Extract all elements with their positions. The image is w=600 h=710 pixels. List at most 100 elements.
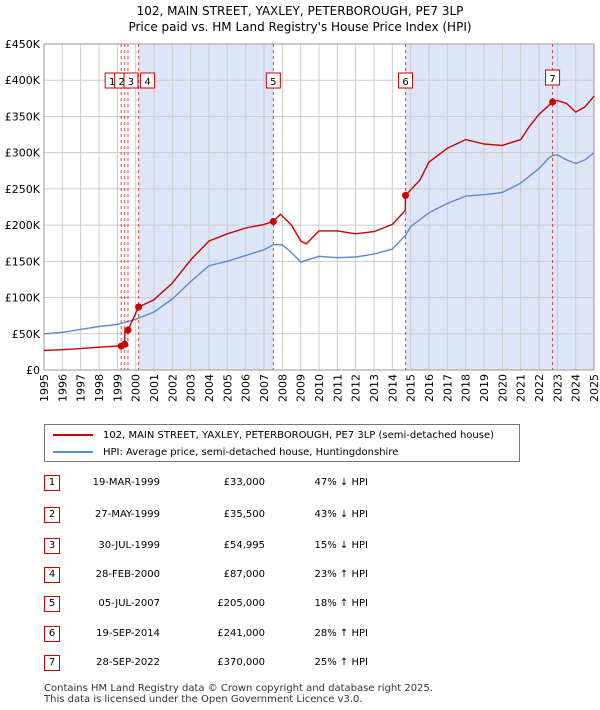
chart-title-line2: Price paid vs. HM Land Registry's House … (128, 20, 472, 34)
sale-marker-badge (265, 72, 281, 89)
sale-marker-label: 3 (128, 77, 134, 88)
sale-point (269, 217, 277, 225)
sale-point (124, 326, 132, 334)
sale-price: £370,000 (217, 657, 265, 668)
sale-point (549, 98, 557, 106)
table-row: 1 19-MAR-1999 £33,000 47% ↓ HPI (0, 475, 600, 493)
sale-hpi-delta: 18% ↑ HPI (314, 598, 368, 609)
hpi-line (43, 152, 595, 335)
sale-date: 19-SEP-2014 (96, 628, 160, 639)
x-tick-label: 2025 (588, 374, 600, 402)
y-tick-label: £300K (5, 147, 41, 160)
x-tick-label: 2018 (460, 374, 473, 402)
x-tick-label: 2002 (166, 374, 179, 402)
x-tick-label: 1996 (56, 374, 69, 402)
y-tick-label: £400K (5, 74, 41, 87)
x-tick-label: 2000 (130, 374, 143, 402)
sale-marker-label: 7 (549, 74, 555, 85)
sale-hpi-delta: 47% ↓ HPI (314, 477, 368, 488)
x-tick-label: 2003 (185, 374, 198, 402)
x-tick-label: 2008 (276, 374, 289, 402)
sale-number-badge: 4 (44, 567, 60, 583)
sale-price: £205,000 (217, 598, 265, 609)
sale-marker-badge (140, 72, 156, 89)
sale-number-badge: 6 (44, 626, 60, 642)
x-tick-label: 1995 (38, 374, 51, 402)
plot-border (43, 43, 595, 371)
x-tick-label: 2004 (203, 374, 216, 402)
sale-number-badge: 3 (44, 538, 60, 554)
x-tick-label: 2019 (478, 374, 491, 402)
x-tick-label: 2020 (496, 374, 509, 402)
x-tick-label: 2021 (515, 374, 528, 402)
x-tick-label: 2022 (533, 374, 546, 402)
y-tick-label: £0 (26, 364, 40, 377)
x-tick-label: 2017 (441, 374, 454, 402)
sale-point (121, 340, 129, 348)
sale-point (135, 303, 143, 311)
sale-point (402, 191, 410, 199)
y-tick-label: £150K (5, 255, 41, 268)
sale-price: £87,000 (223, 569, 265, 580)
sale-date: 05-JUL-2007 (98, 598, 160, 609)
y-tick-label: £250K (5, 183, 41, 196)
sale-date: 19-MAR-1999 (92, 477, 160, 488)
chart-legend: 102, MAIN STREET, YAXLEY, PETERBOROUGH, … (44, 424, 520, 462)
table-row: 3 30-JUL-1999 £54,995 15% ↓ HPI (0, 538, 600, 556)
legend-label-hpi: HPI: Average price, semi-detached house,… (103, 446, 399, 458)
sale-marker-badge (123, 72, 139, 89)
price-chart: £0 £50K £100K £150K £200K £250K £300K £350K £400… (5, 38, 600, 402)
sale-number-badge: 1 (44, 475, 60, 491)
sale-date: 28-FEB-2000 (95, 569, 160, 580)
table-row: 5 05-JUL-2007 £205,000 18% ↑ HPI (0, 596, 600, 614)
legend-label-price-paid: 102, MAIN STREET, YAXLEY, PETERBOROUGH, … (103, 429, 494, 441)
x-tick-label: 2001 (148, 374, 161, 402)
sale-marker-badge (398, 72, 414, 89)
sale-marker-label: 4 (144, 77, 150, 88)
sale-number-badge: 2 (44, 507, 60, 523)
sale-date: 28-SEP-2022 (96, 657, 160, 668)
x-tick-label: 2016 (423, 374, 436, 402)
sale-marker-label: 2 (118, 77, 124, 88)
sale-hpi-delta: 23% ↑ HPI (314, 569, 368, 580)
y-tick-label: £50K (12, 328, 41, 341)
table-row: 7 28-SEP-2022 £370,000 25% ↑ HPI (0, 655, 600, 673)
sale-marker-badge (545, 69, 561, 86)
sale-price: £33,000 (223, 477, 265, 488)
sale-hpi-delta: 25% ↑ HPI (314, 657, 368, 668)
footer-copyright: Contains HM Land Registry data © Crown c… (44, 683, 433, 694)
sale-hpi-delta: 15% ↓ HPI (314, 540, 368, 551)
x-tick-label: 2010 (313, 374, 326, 402)
y-tick-label: £350K (5, 110, 41, 123)
table-row: 4 28-FEB-2000 £87,000 23% ↑ HPI (0, 567, 600, 585)
sale-marker-label: 6 (402, 77, 408, 88)
sale-marker-label: 1 (109, 77, 115, 88)
sale-hpi-delta: 28% ↑ HPI (314, 628, 368, 639)
table-row: 2 27-MAY-1999 £35,500 43% ↓ HPI (0, 507, 600, 525)
y-tick-label: £100K (5, 292, 41, 305)
x-tick-label: 2009 (295, 374, 308, 402)
footer-licence: This data is licensed under the Open Gov… (44, 694, 363, 705)
shaded-period (405, 44, 553, 370)
x-tick-label: 2006 (240, 374, 253, 402)
sale-number-badge: 5 (44, 596, 60, 612)
x-tick-label: 2005 (221, 374, 234, 402)
y-tick-label: £450K (5, 38, 41, 51)
x-tick-label: 1998 (93, 374, 106, 402)
x-tick-label: 2012 (350, 374, 363, 402)
sale-marker-label: 5 (270, 77, 276, 88)
x-tick-label: 2014 (386, 374, 399, 402)
sale-price: £241,000 (217, 628, 265, 639)
legend-item-hpi: HPI: Average price, semi-detached house,… (53, 444, 398, 460)
shaded-period (552, 44, 594, 370)
sale-date: 27-MAY-1999 (94, 509, 160, 520)
table-row: 6 19-SEP-2014 £241,000 28% ↑ HPI (0, 626, 600, 644)
sale-number-badge: 7 (44, 655, 60, 671)
x-tick-label: 2007 (258, 374, 271, 402)
legend-swatch-price-paid (53, 434, 93, 436)
shaded-period (138, 44, 274, 370)
chart-title-line1: 102, MAIN STREET, YAXLEY, PETERBOROUGH, … (136, 4, 464, 18)
sale-price: £35,500 (223, 509, 265, 520)
y-tick-label: £200K (5, 219, 41, 232)
sale-price: £54,995 (223, 540, 265, 551)
